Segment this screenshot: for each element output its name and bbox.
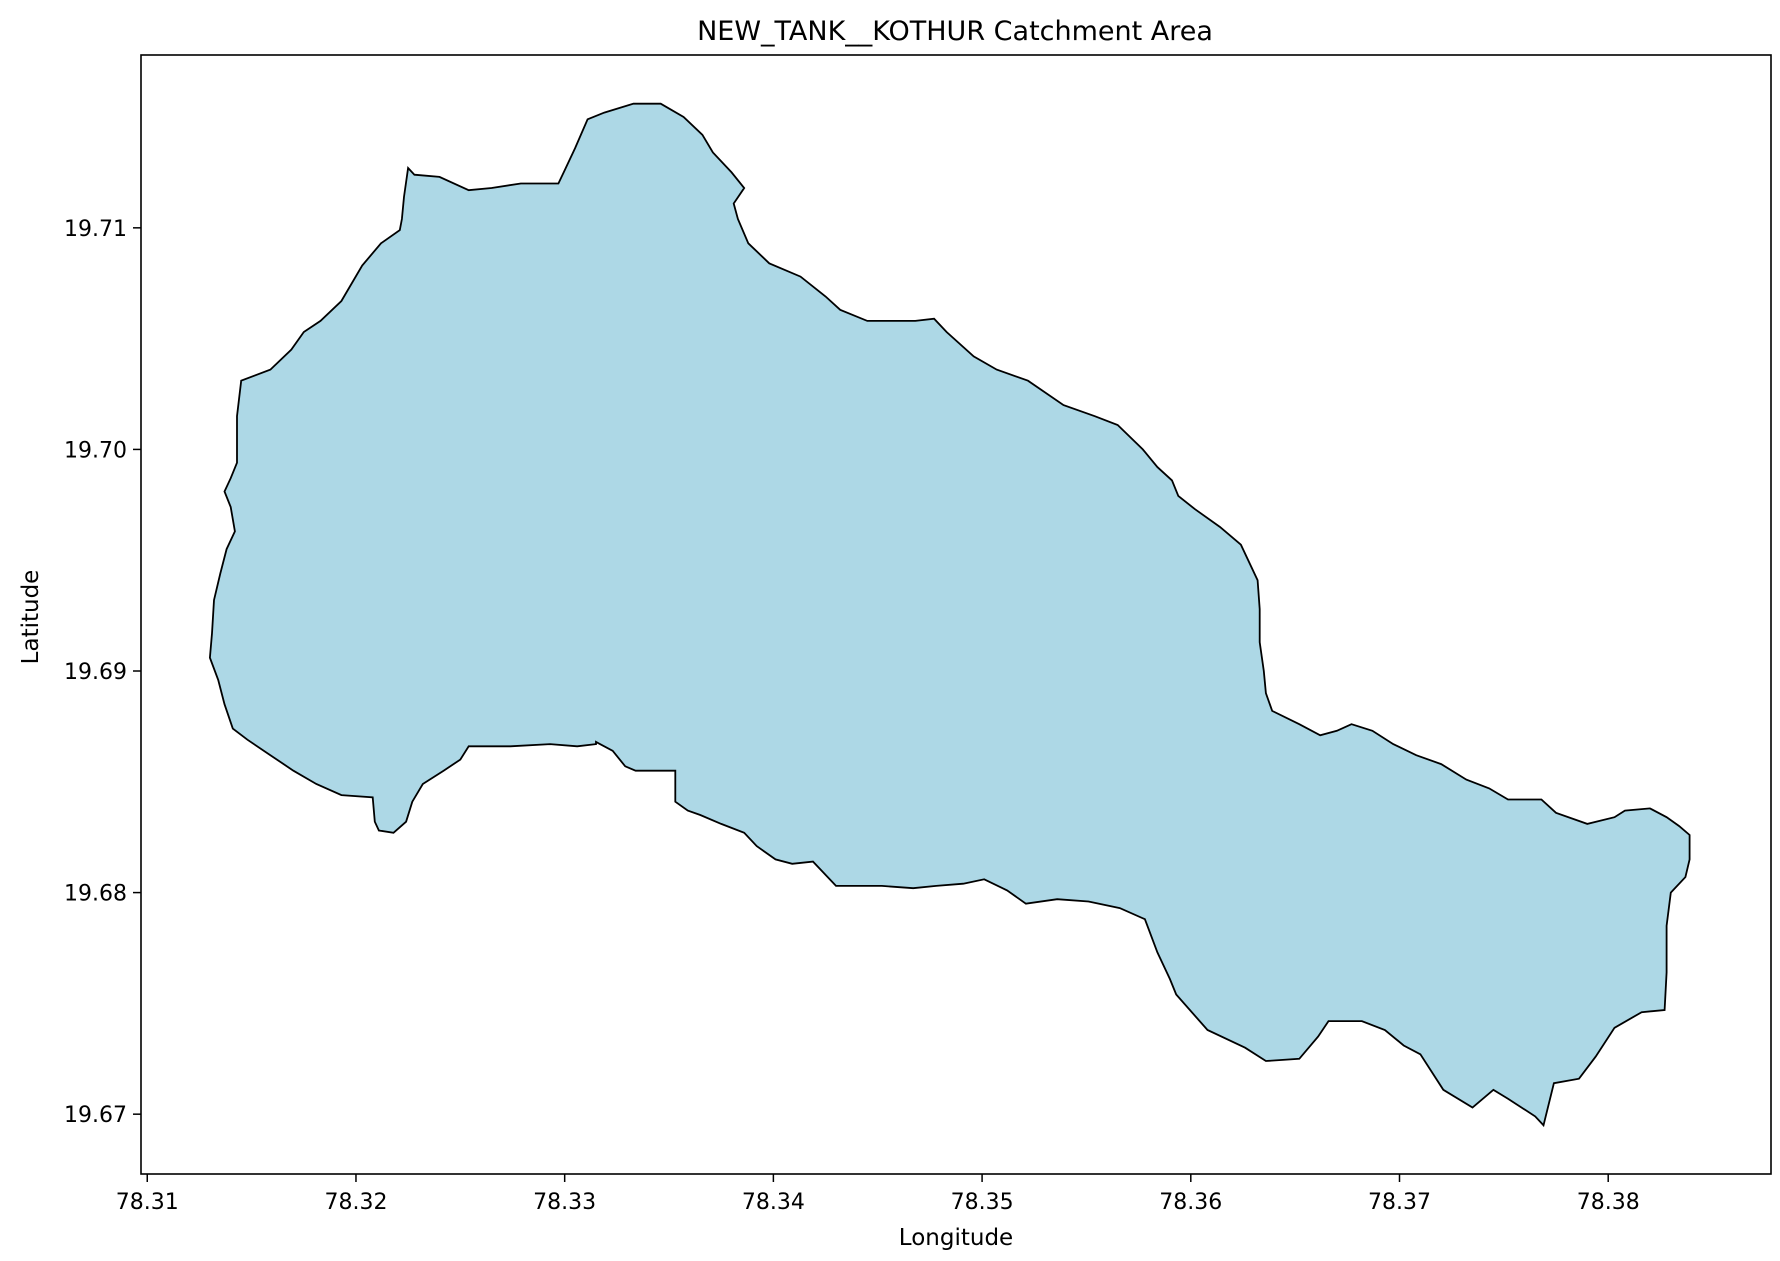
x-tick-label: 78.33 bbox=[533, 1190, 596, 1215]
y-tick-label: 19.69 bbox=[64, 660, 127, 685]
x-axis-label: Longitude bbox=[899, 1225, 1013, 1251]
catchment-area-polygon bbox=[208, 102, 1691, 1128]
y-tick-label: 19.67 bbox=[64, 1103, 127, 1128]
x-tick-label: 78.31 bbox=[116, 1190, 179, 1215]
x-tick-label: 78.35 bbox=[951, 1190, 1014, 1215]
y-axis-label: Latitude bbox=[18, 570, 44, 665]
x-tick-label: 78.36 bbox=[1159, 1190, 1222, 1215]
y-axis-ticks: 19.67 19.68 19.69 19.70 19.71 bbox=[64, 217, 141, 1128]
y-tick-label: 19.68 bbox=[64, 882, 127, 907]
chart-title: NEW_TANK__KOTHUR Catchment Area bbox=[697, 16, 1213, 47]
x-tick-label: 78.34 bbox=[742, 1190, 805, 1215]
plot-area bbox=[208, 102, 1691, 1128]
x-tick-label: 78.37 bbox=[1368, 1190, 1431, 1215]
axes-frame bbox=[140, 54, 1772, 1175]
x-axis-ticks: 78.31 78.32 78.33 78.34 78.35 78.36 78.37 78.38 bbox=[116, 1174, 1640, 1215]
y-tick-label: 19.71 bbox=[64, 217, 127, 242]
y-tick-label: 19.70 bbox=[64, 438, 127, 463]
x-tick-label: 78.38 bbox=[1577, 1190, 1640, 1215]
x-tick-label: 78.32 bbox=[324, 1190, 387, 1215]
